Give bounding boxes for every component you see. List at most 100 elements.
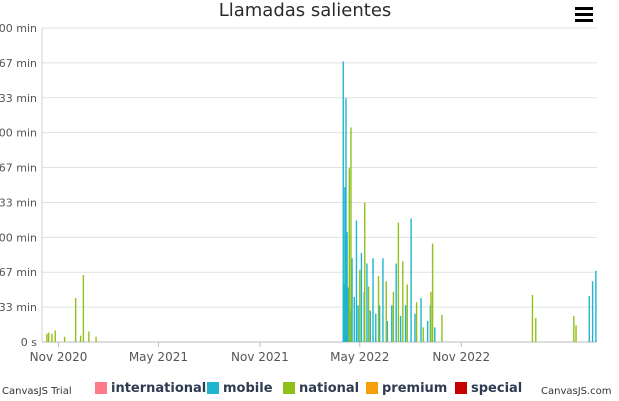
bar-national[interactable] (348, 168, 350, 342)
bar-mobile[interactable] (342, 61, 344, 342)
y-tick-label: 6.67 min (0, 266, 37, 279)
legend-item-mobile[interactable]: mobile (207, 379, 273, 397)
bar-national[interactable] (422, 327, 424, 342)
bar-national[interactable] (46, 333, 48, 342)
bar-national[interactable] (54, 330, 56, 342)
bar-national[interactable] (95, 336, 97, 342)
bar-national[interactable] (350, 127, 352, 342)
legend-item-national[interactable]: national (283, 379, 359, 397)
bar-national[interactable] (79, 335, 82, 342)
bar-national[interactable] (63, 336, 66, 342)
x-tick-label: Nov 2021 (231, 350, 289, 364)
bar-mobile[interactable] (355, 220, 358, 342)
x-tick-label: May 2022 (330, 350, 389, 364)
legend-item-premium[interactable]: premium (366, 379, 447, 397)
credit-link[interactable]: CanvasJS.com (541, 386, 612, 397)
legend-label: special (471, 380, 523, 396)
bar-mobile[interactable] (382, 258, 384, 342)
x-tick-label: May 2021 (129, 350, 188, 364)
y-tick-label: 30.00 min (0, 22, 37, 35)
legend-swatch-mobile (207, 382, 219, 394)
bar-national[interactable] (431, 243, 434, 342)
bar-mobile[interactable] (410, 218, 412, 342)
bar-national[interactable] (47, 332, 50, 342)
bar-mobile[interactable] (353, 296, 355, 342)
grid-lines (42, 27, 597, 308)
legend-swatch-international (95, 382, 107, 394)
bar-national[interactable] (441, 314, 443, 342)
bar-mobile[interactable] (420, 298, 422, 342)
bar-national[interactable] (385, 281, 387, 342)
bar-mobile[interactable] (378, 305, 381, 342)
y-tick-label: 16.67 min (0, 162, 37, 175)
bar-mobile[interactable] (395, 263, 397, 343)
bar-mobile[interactable] (372, 258, 374, 342)
bar-national[interactable] (573, 315, 575, 342)
legend-swatch-premium (366, 382, 378, 394)
y-tick-label: 13.33 min (0, 196, 37, 209)
bar-mobile[interactable] (399, 315, 402, 342)
legend-swatch-national (283, 382, 295, 394)
y-axis: 30.00 min 26.67 min 23.33 min 20.00 min 16.6… (0, 22, 43, 349)
bar-mobile[interactable] (375, 313, 377, 342)
y-tick-label: 23.33 min (0, 92, 37, 105)
bar-national[interactable] (359, 269, 361, 342)
bar-mobile[interactable] (343, 284, 345, 342)
credit-trial: CanvasJS Trial (2, 386, 72, 397)
bar-national[interactable] (377, 276, 380, 342)
bar-mobile[interactable] (414, 313, 416, 342)
bar-national[interactable] (402, 261, 404, 342)
y-tick-label: 10.00 min (0, 231, 37, 244)
legend-label: premium (382, 380, 448, 396)
legend-item-international[interactable]: international (95, 379, 206, 397)
x-tick-label: Nov 2022 (432, 350, 490, 364)
legend-label: national (299, 380, 360, 396)
y-tick-label: 20.00 min (0, 127, 37, 140)
y-tick-label: 3.33 min (0, 301, 37, 314)
bar-national[interactable] (82, 275, 85, 342)
bar-mobile[interactable] (345, 98, 347, 342)
bar-national[interactable] (531, 294, 534, 342)
bar-mobile[interactable] (391, 305, 393, 342)
bar-mobile[interactable] (347, 287, 349, 342)
legend-label: mobile (223, 380, 273, 396)
x-axis: Nov 2020 May 2021 Nov 2021 May 2022 Nov 2022 (30, 341, 597, 364)
legend: international mobile national premium sp… (0, 379, 619, 397)
bar-national[interactable] (575, 325, 577, 342)
bar-national[interactable] (364, 202, 366, 342)
bar-national[interactable] (415, 302, 418, 342)
bar-mobile[interactable] (360, 253, 363, 342)
bar-mobile[interactable] (386, 321, 389, 342)
bar-mobile[interactable] (351, 258, 353, 342)
bar-national[interactable] (397, 222, 400, 342)
bar-national[interactable] (406, 284, 408, 342)
bar-national[interactable] (430, 291, 432, 342)
bar-mobile[interactable] (404, 305, 407, 342)
bar-national[interactable] (88, 331, 90, 342)
bar-mobile[interactable] (366, 263, 368, 343)
legend-item-special[interactable]: special (455, 379, 522, 397)
x-tick-label: Nov 2020 (30, 350, 88, 364)
bar-mobile[interactable] (369, 310, 371, 342)
bar-national[interactable] (392, 291, 395, 342)
bar-mobile[interactable] (591, 281, 594, 342)
bar-national[interactable] (51, 333, 53, 342)
legend-label: international (111, 380, 207, 396)
legend-swatch-special (455, 382, 467, 394)
bar-mobile[interactable] (595, 270, 597, 342)
bars (46, 61, 597, 343)
chart-title: Llamadas salientes (218, 0, 392, 21)
bar-national[interactable] (535, 317, 537, 342)
y-tick-label: 26.67 min (0, 57, 37, 70)
bar-mobile[interactable] (357, 305, 359, 342)
hamburger-menu-icon[interactable] (571, 5, 597, 27)
bar-mobile[interactable] (434, 327, 436, 342)
bar-national[interactable] (367, 286, 370, 342)
bar-mobile[interactable] (588, 295, 590, 342)
bar-mobile[interactable] (344, 187, 346, 342)
bar-mobile[interactable] (426, 321, 429, 342)
y-tick-label: 0 s (21, 336, 37, 349)
bar-mobile[interactable] (346, 232, 348, 342)
bar-national[interactable] (74, 298, 77, 342)
